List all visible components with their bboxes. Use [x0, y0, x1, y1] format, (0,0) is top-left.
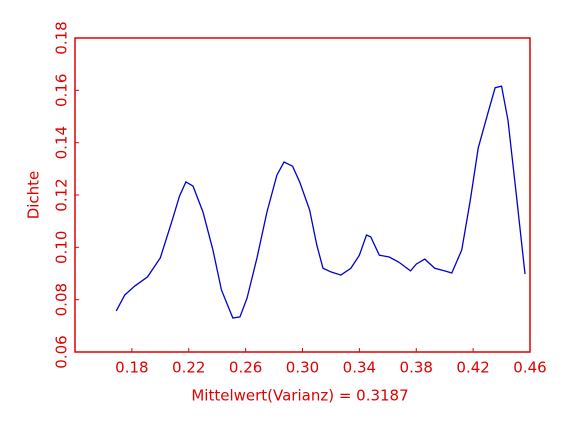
x-tick-label: 0.26 [229, 359, 262, 377]
y-tick-label: 0.06 [53, 335, 71, 368]
y-tick-label: 0.08 [53, 283, 71, 316]
x-tick-label: 0.42 [456, 359, 489, 377]
y-axis-label: Dichte [25, 171, 43, 220]
x-tick-label: 0.38 [400, 359, 433, 377]
y-tick-label: 0.12 [53, 178, 71, 211]
x-axis-label: Mittelwert(Varianz) = 0.3187 [191, 387, 408, 405]
y-tick-label: 0.10 [53, 231, 71, 264]
y-tick-label: 0.16 [53, 74, 71, 107]
x-tick-label: 0.18 [115, 359, 148, 377]
x-tick-label: 0.34 [343, 359, 376, 377]
y-tick-label: 0.18 [53, 21, 71, 54]
density-line [115, 85, 526, 319]
x-tick-label: 0.46 [513, 359, 546, 377]
x-tick-label: 0.30 [286, 359, 319, 377]
x-tick-label: 0.22 [172, 359, 205, 377]
plot-frame [74, 37, 531, 353]
y-tick-label: 0.14 [53, 126, 71, 159]
